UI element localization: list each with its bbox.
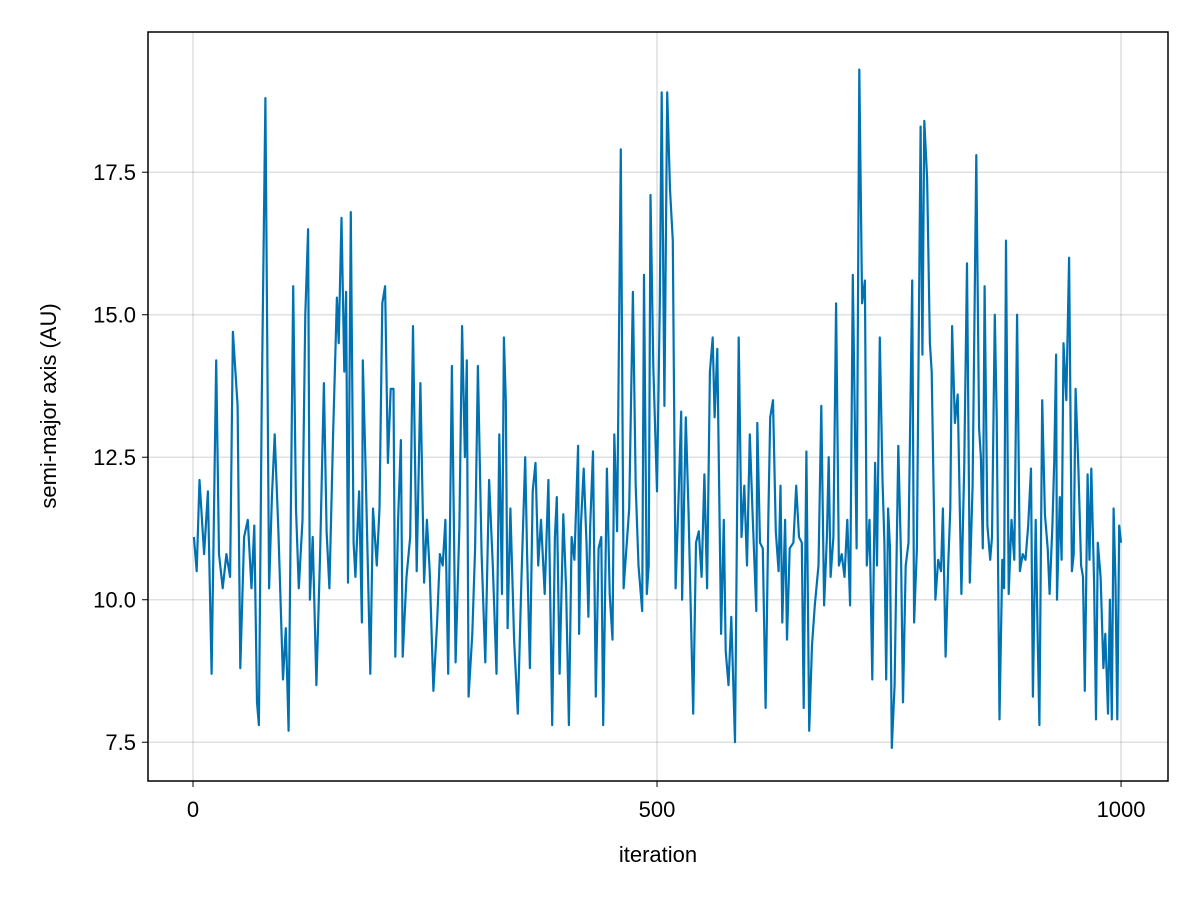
- x-tick-label: 500: [639, 797, 676, 822]
- x-tick-label: 0: [187, 797, 199, 822]
- x-tick-label: 1000: [1097, 797, 1146, 822]
- ticks: 0 500 1000 7.5 10.0 12.5 15.0 17.5: [93, 160, 1145, 822]
- series-line: [192, 68, 1123, 749]
- y-tick-label: 12.5: [93, 445, 136, 470]
- plot-frame: [147, 31, 1169, 782]
- series-layer: [192, 68, 1123, 749]
- x-axis-label: iteration: [619, 842, 697, 867]
- y-tick-label: 15.0: [93, 303, 136, 328]
- y-tick-label: 10.0: [93, 588, 136, 613]
- y-axis-label: semi-major axis (AU): [36, 303, 61, 508]
- y-tick-label: 7.5: [105, 730, 136, 755]
- y-tick-label: 17.5: [93, 160, 136, 185]
